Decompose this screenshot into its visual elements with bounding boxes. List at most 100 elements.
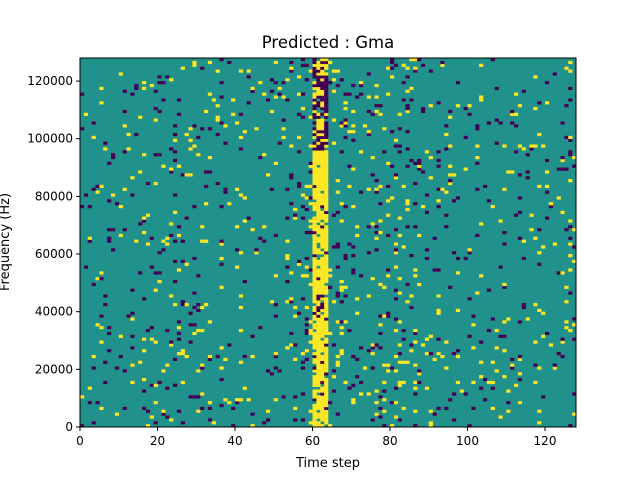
heatmap-cell [413,340,418,344]
heatmap-cell [568,60,573,65]
heatmap-cell [320,153,325,157]
heatmap-cell [99,277,104,281]
heatmap-cell [308,268,313,272]
heatmap-cell [312,147,317,151]
heatmap-cell [297,92,302,96]
heatmap-cell [289,343,294,347]
heatmap-cell [393,63,399,67]
heatmap-cell [173,150,178,154]
heatmap-cell [173,193,178,197]
heatmap-cell [324,248,329,252]
heatmap-cell [324,187,329,191]
heatmap-cell [324,265,329,269]
heatmap-cell [339,331,344,336]
heatmap-cell [324,158,329,163]
heatmap-cell [324,199,329,203]
heatmap-cell [424,352,430,356]
heatmap-cell [413,392,418,396]
heatmap-cell [324,107,329,111]
heatmap-cell [324,156,329,160]
heatmap-cell [227,202,232,206]
heatmap-cell [463,167,468,171]
heatmap-cell [99,340,104,344]
heatmap-cell [324,58,329,62]
heatmap-cell [370,173,375,177]
heatmap-cell [107,331,112,336]
heatmap-cell [390,75,395,79]
heatmap-cell [145,424,151,428]
heatmap-cell [479,222,484,226]
heatmap-cell [142,406,147,410]
heatmap-cell [331,389,337,393]
heatmap-cell [386,184,391,189]
heatmap-cell [153,401,158,405]
heatmap-cell [320,184,325,189]
heatmap-cell [339,285,344,289]
heatmap-cell [285,187,290,191]
heatmap-cell [316,141,321,145]
heatmap-cell [502,285,507,289]
heatmap-cell [347,328,352,333]
heatmap-cell [552,72,557,76]
heatmap-cell [320,395,325,399]
heatmap-cell [331,375,337,379]
heatmap-cell [173,357,178,361]
heatmap-cell [107,236,112,240]
heatmap-cell [320,349,325,353]
heatmap-cell [312,190,317,194]
heatmap-cell [312,256,317,261]
heatmap-cell [479,386,484,390]
heatmap-cell [537,421,542,425]
heatmap-cell [320,130,325,134]
heatmap-cell [266,418,271,422]
heatmap-cell [324,279,329,284]
heatmap-cell [149,415,154,419]
heatmap-cell [95,190,100,194]
heatmap-cell [537,132,542,137]
heatmap-cell [312,141,317,145]
heatmap-cell [324,98,329,102]
heatmap-cell [324,193,329,197]
heatmap-cell [378,323,383,327]
heatmap-cell [537,228,542,232]
heatmap-cell [533,363,538,367]
heatmap-cell [572,317,577,321]
heatmap-cell [324,352,329,356]
heatmap-cell [192,323,197,327]
heatmap-cell [324,262,329,266]
heatmap-cell [405,207,410,212]
plot-frame [79,57,577,428]
heatmap-cell [320,340,325,344]
heatmap-cell [262,225,267,229]
heatmap-cell [343,285,348,289]
heatmap-cell [533,144,538,148]
heatmap-cell [320,179,325,183]
heatmap-cell [397,291,402,295]
heatmap-cell [316,138,321,142]
heatmap-cell [378,104,383,108]
heatmap-cell [316,130,321,134]
heatmap-cell [316,72,321,76]
heatmap-cell [564,167,569,171]
heatmap-cell [316,262,321,266]
heatmap-cell [304,230,309,235]
heatmap-cell [386,92,391,96]
heatmap-cell [281,135,286,140]
heatmap-cell [320,60,325,65]
heatmap-cell [382,150,387,154]
heatmap-cell [320,346,325,350]
heatmap-cell [568,69,573,73]
heatmap-cell [556,196,561,200]
heatmap-cell [494,328,499,333]
heatmap-cell [525,170,530,174]
heatmap-cell [173,132,178,137]
heatmap-cell [568,98,573,102]
heatmap-cell [374,248,379,252]
heatmap-cell [541,395,546,399]
heatmap-cell [196,135,201,140]
heatmap-cell [238,251,244,255]
heatmap-cell [370,346,375,350]
heatmap-cell [316,268,321,272]
heatmap-cell [180,349,185,353]
